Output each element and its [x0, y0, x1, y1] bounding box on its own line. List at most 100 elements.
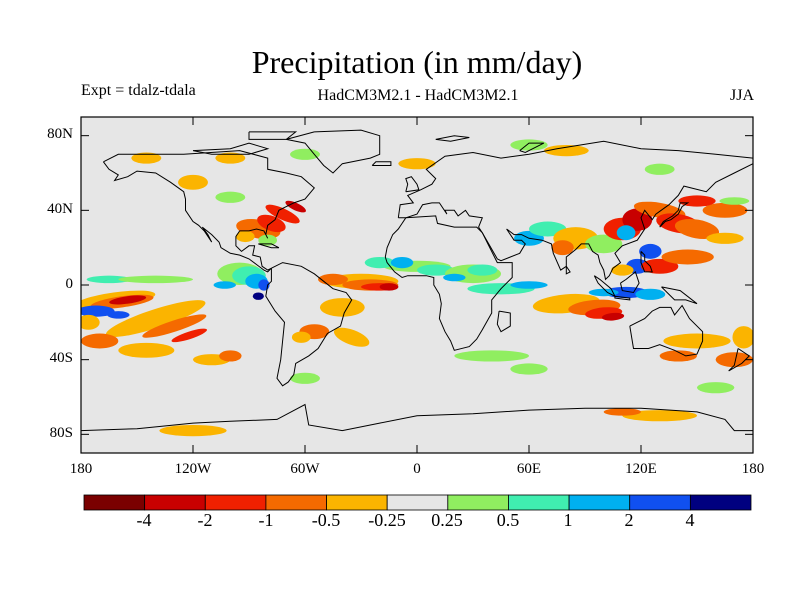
- anomaly-field: [81, 139, 753, 437]
- coastline: [620, 271, 640, 294]
- anomaly-region: [702, 202, 748, 218]
- anomaly-region: [290, 148, 320, 160]
- colorbar-label: -4: [136, 510, 152, 530]
- anomaly-region: [663, 333, 731, 349]
- anomaly-region: [178, 174, 208, 190]
- coastline: [384, 215, 513, 351]
- anomaly-region: [265, 204, 300, 224]
- anomaly-region: [118, 275, 193, 284]
- anomaly-region: [319, 298, 365, 317]
- anomaly-region: [715, 352, 753, 368]
- coastline: [629, 304, 704, 357]
- coastline: [565, 266, 571, 275]
- coastlines: [81, 129, 753, 432]
- coastline: [248, 131, 298, 140]
- anomaly-region: [219, 350, 242, 362]
- coastline: [661, 286, 698, 305]
- colorbar-swatch: [629, 494, 691, 511]
- coastline: [397, 140, 753, 281]
- anomaly-region: [417, 264, 455, 276]
- anomaly-region: [635, 288, 666, 300]
- coastline: [640, 251, 653, 273]
- anomaly-region: [318, 273, 348, 285]
- anomaly-region: [235, 230, 255, 243]
- lat-tick-label: 40S: [49, 350, 73, 366]
- anomaly-region: [697, 382, 735, 394]
- anomaly-region: [467, 264, 498, 276]
- anomaly-region: [616, 225, 636, 241]
- anomaly-region: [622, 410, 698, 422]
- anomaly-region: [81, 333, 119, 349]
- coastline: [265, 262, 353, 387]
- anomaly-region: [510, 281, 548, 289]
- colorbar-swatch: [386, 494, 449, 511]
- colorbar-swatch: [83, 494, 146, 511]
- anomaly-region: [81, 314, 100, 330]
- anomaly-region: [258, 234, 277, 246]
- season-label: JJA: [729, 87, 754, 104]
- anomaly-region: [659, 350, 697, 362]
- anomaly-region: [719, 197, 750, 205]
- anomaly-region: [215, 152, 246, 164]
- lon-tick-label: 120W: [174, 461, 212, 477]
- anomaly-region: [333, 327, 370, 347]
- coastline: [102, 150, 315, 273]
- anomaly-region: [159, 425, 227, 437]
- anomaly-region: [661, 249, 714, 265]
- anomaly-region: [706, 232, 744, 244]
- model-subtitle: HadCM3M2.1 - HadCM3M2.1: [317, 87, 519, 104]
- coastline: [728, 348, 751, 372]
- colorbar-label: -0.5: [311, 510, 341, 530]
- anomaly-region: [398, 158, 436, 170]
- anomaly-region: [257, 214, 286, 233]
- chart-title: Precipitation (in mm/day): [251, 44, 583, 80]
- axis-ticks: [80, 117, 754, 453]
- anomaly-region: [390, 257, 414, 269]
- anomaly-region: [443, 273, 466, 282]
- colorbar-label: 0.5: [496, 510, 520, 530]
- lon-tick-label: 180: [741, 461, 765, 477]
- anomaly-region: [379, 283, 399, 291]
- anomaly-region: [674, 219, 720, 239]
- coastline: [405, 176, 420, 193]
- anomaly-region: [285, 200, 306, 213]
- colorbar-label: 1: [563, 510, 573, 530]
- colorbar-label: -2: [197, 510, 213, 530]
- colorbar-swatch: [265, 494, 327, 511]
- colorbar-label: 0.25: [431, 510, 463, 530]
- lat-tick-label: 80N: [47, 126, 73, 142]
- anomaly-region: [543, 145, 589, 157]
- colorbar-swatch: [447, 494, 509, 511]
- coastline: [614, 295, 631, 301]
- experiment-label: Expt = tdalz-tdala: [81, 82, 196, 99]
- coastline: [435, 135, 470, 142]
- lon-tick-label: 180: [69, 461, 93, 477]
- anomaly-region: [107, 311, 130, 319]
- anomaly-region: [611, 264, 634, 276]
- colorbar-swatch: [508, 494, 570, 511]
- coastline: [81, 403, 753, 432]
- anomaly-region: [142, 314, 207, 338]
- anomaly-region: [551, 240, 574, 256]
- anomaly-region: [291, 331, 311, 343]
- anomaly-region: [109, 295, 147, 305]
- anomaly-region: [639, 243, 662, 259]
- colorbar-swatch: [144, 494, 206, 511]
- anomaly-region: [601, 312, 625, 321]
- lat-tick-label: 80S: [49, 425, 73, 441]
- lon-tick-label: 0: [413, 461, 421, 477]
- colorbar-label: 2: [624, 510, 634, 530]
- anomaly-region: [86, 275, 132, 284]
- lon-tick-label: 120E: [625, 461, 657, 477]
- colorbar-label: -0.25: [368, 510, 406, 530]
- anomaly-region: [510, 363, 548, 375]
- anomaly-region: [131, 152, 162, 164]
- anomaly-region: [364, 257, 395, 269]
- lon-tick-label: 60W: [290, 461, 320, 477]
- anomaly-region: [213, 281, 236, 289]
- coastline: [192, 142, 270, 155]
- anomaly-region: [641, 258, 679, 274]
- colorbar-swatch: [568, 494, 631, 511]
- lat-tick-label: 0: [65, 276, 74, 292]
